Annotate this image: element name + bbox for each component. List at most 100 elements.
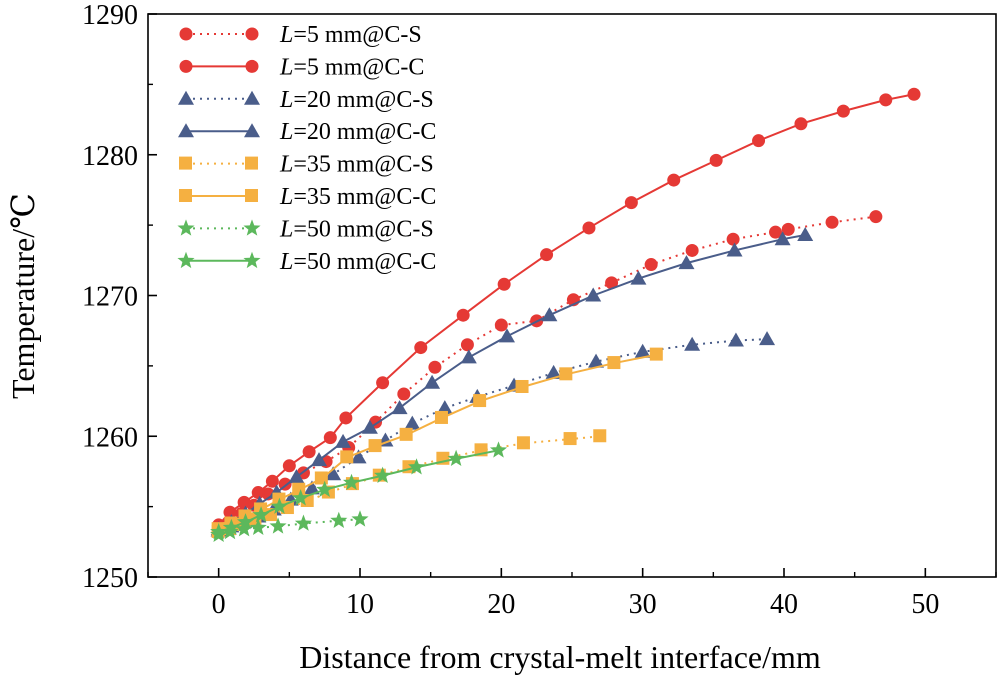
data-point [667,173,681,187]
data-point [759,331,776,346]
data-point [434,410,448,424]
y-tick-label: 1260 [82,422,138,453]
data-point [251,486,265,500]
x-tick-label: 20 [487,589,515,620]
data-point [374,466,392,483]
data-point [726,232,740,246]
data-point [340,450,354,464]
legend-label-rest: =20 mm@C-C [293,119,436,145]
data-point [361,419,378,434]
data-point [407,458,426,475]
data-point [727,332,744,347]
data-point [685,243,699,257]
legend-label-rest: =35 mm@C-C [293,184,436,210]
data-point [237,495,251,509]
data-point [376,376,390,390]
legend-label: L=20 mm@C-S [279,87,434,113]
y-tick-label: 1270 [82,282,138,313]
data-point [330,511,348,528]
data-point [236,513,255,530]
data-point [265,474,279,488]
legend-marker [245,156,258,170]
legend-label-italic: L [279,184,293,210]
legend-marker [243,219,261,236]
data-point [342,473,361,490]
data-point [836,104,850,118]
data-point [769,225,783,239]
y-axis: 1250 1260 1270 1280 1290 [82,0,157,594]
data-point [709,153,723,167]
legend: L=5 mm@C-SL=5 mm@C-CL=20 mm@C-SL=20 mm@C… [177,22,436,275]
data-point [292,489,310,506]
data-point [414,341,428,355]
legend-marker [179,27,193,41]
data-point [907,87,921,101]
data-point [684,336,701,351]
series-1 [212,87,921,532]
data-point [497,277,511,291]
data-point [397,387,411,401]
data-point [797,226,814,241]
series-7 [210,441,508,540]
data-point [774,231,791,246]
legend-label: L=50 mm@C-S [279,216,434,242]
legend-label: L=5 mm@C-C [279,54,424,80]
data-point [678,255,695,270]
legend-marker [244,90,260,105]
y-tick-label: 1250 [82,563,138,594]
legend-marker [177,251,195,269]
legend-marker [177,219,195,236]
data-point [752,134,766,148]
series-2 [210,331,776,537]
data-point [249,518,267,536]
data-point [323,431,337,445]
data-point [794,117,808,131]
data-point [223,505,237,519]
legend-label-italic: L [279,22,293,48]
data-point [350,449,367,464]
x-tick-label: 0 [212,589,226,620]
data-point [222,518,240,536]
x-tick-label: 50 [911,589,939,620]
data-point [582,221,596,235]
data-point [210,522,228,540]
data-point [563,432,577,446]
data-point [559,367,573,381]
data-point [540,248,554,262]
data-point [316,480,334,498]
legend-label-italic: L [279,119,293,145]
data-point [825,215,839,229]
data-point [494,318,508,332]
data-point [634,343,651,358]
data-point [269,517,287,534]
legend-marker [178,90,194,105]
legend-marker [244,123,260,138]
data-point [252,506,270,523]
data-point [516,436,530,450]
data-point [428,360,442,374]
legend-marker [179,156,192,170]
data-point [489,441,508,458]
data-point [294,514,313,531]
data-point [545,364,562,379]
legend-label-italic: L [279,54,293,80]
data-point [456,308,470,322]
data-point [391,400,408,415]
data-point [311,452,328,467]
series-layer [210,87,921,543]
series-3 [210,226,814,536]
legend-label-italic: L [279,87,293,113]
data-point [585,287,602,302]
legend-label-rest: =50 mm@C-S [293,216,433,242]
data-point [460,338,474,352]
data-point [292,482,306,496]
data-point [607,356,621,370]
series-line [218,338,768,532]
legend-label-rest: =5 mm@C-C [293,54,424,80]
legend-marker [245,27,259,41]
legend-label-italic: L [279,152,293,178]
data-point [644,258,658,272]
data-point [436,400,453,415]
legend-label-rest: =50 mm@C-C [293,249,436,275]
